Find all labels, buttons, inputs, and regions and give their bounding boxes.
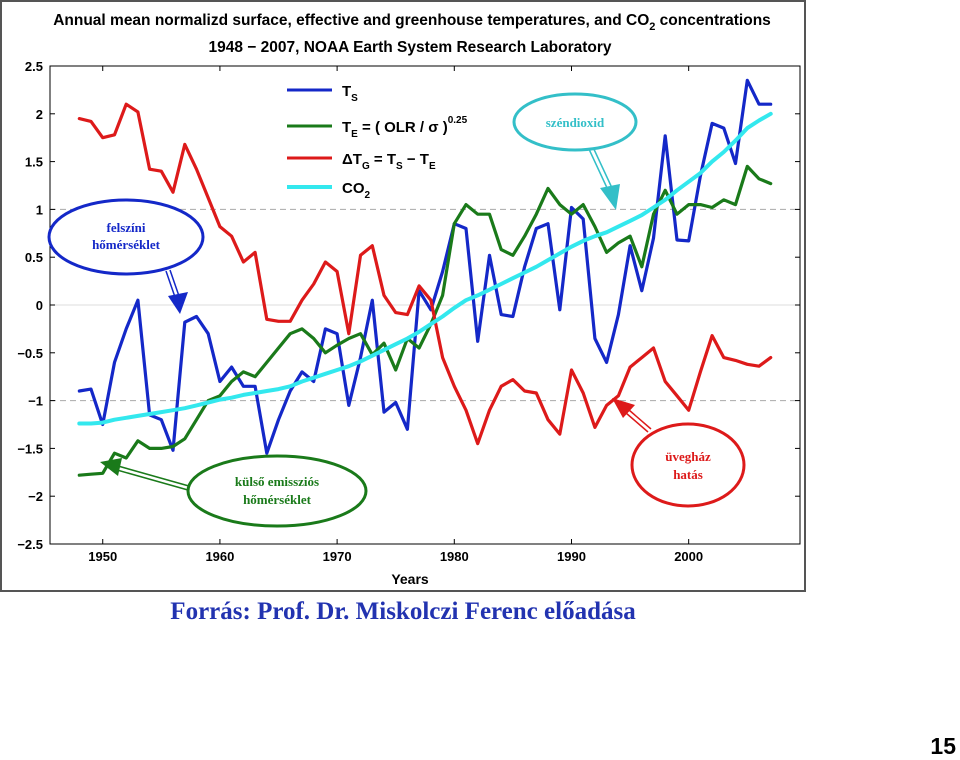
legend-entry-co2: CO2 — [342, 180, 371, 201]
chart-subtitle: 1948 − 2007, NOAA Earth System Research … — [208, 39, 611, 56]
chart-title: Annual mean normalizd surface, effective… — [53, 12, 771, 33]
annotation-ellipse-felszini — [47, 198, 205, 276]
y-tick-label: −1.5 — [17, 441, 43, 456]
y-tick-label: −1 — [28, 394, 43, 409]
arrow-head-kulso — [100, 458, 122, 476]
y-tick-label: −2.5 — [17, 537, 43, 552]
series-line-te — [77, 164, 773, 477]
annotation-kulso-line2: hőmérséklet — [243, 492, 312, 507]
annotation-szendioxid: széndioxid — [512, 92, 638, 210]
arrow-head-uveghaz — [612, 398, 635, 418]
x-tick-label: 1950 — [88, 549, 117, 564]
legend-entry-te: TE = ( OLR / σ )0.25 — [342, 115, 468, 140]
annotation-uveghaz: üvegház hatás — [612, 398, 746, 508]
y-tick-label: 0 — [36, 298, 43, 313]
arrow-head-szendioxid — [600, 184, 620, 210]
y-tick-label: 2 — [36, 107, 43, 122]
annotation-ellipse-kulso — [186, 454, 368, 528]
legend-entry-ts: TS — [342, 83, 358, 104]
annotation-kulso-line1: külső emissziós — [235, 474, 319, 489]
annotation-felszini-line1: felszíni — [107, 220, 146, 235]
x-tick-label: 2000 — [674, 549, 703, 564]
y-tick-label: 0.5 — [25, 250, 43, 265]
annotation-uveghaz-line1: üvegház — [665, 449, 711, 464]
y-tick-label: −0.5 — [17, 346, 43, 361]
x-tick-label: 1990 — [557, 549, 586, 564]
annotation-ellipse-szendioxid — [512, 92, 638, 152]
y-tick-label: −2 — [28, 489, 43, 504]
y-tick-label: 1.5 — [25, 155, 43, 170]
series-line-ts — [77, 78, 773, 455]
legend-entry-tg: ΔTG = TS − TE — [342, 151, 436, 172]
annotation-uveghaz-line2: hatás — [673, 467, 703, 482]
annotation-ellipse-uveghaz — [630, 422, 746, 508]
annotation-felszini-line2: hőmérséklet — [92, 237, 161, 252]
x-tick-label: 1970 — [323, 549, 352, 564]
annotation-kulso: külső emissziós hőmérséklet — [100, 454, 368, 528]
y-tick-label: 1 — [36, 202, 43, 217]
x-tick-label: 1980 — [440, 549, 469, 564]
x-tick-label: 1960 — [205, 549, 234, 564]
page-number: 15 — [930, 733, 956, 759]
arrow-head-felszini — [168, 292, 188, 314]
x-axis-label: Years — [391, 571, 429, 587]
series-line-co2 — [77, 111, 773, 426]
annotation-felszini: felszíni hőmérséklet — [47, 198, 205, 314]
annotation-szendioxid-line1: széndioxid — [546, 115, 605, 130]
series-line-tg — [77, 102, 773, 446]
y-tick-label: 2.5 — [25, 59, 43, 74]
legend: TS TE = ( OLR / σ )0.25 ΔTG = TS − TE CO… — [287, 83, 468, 201]
source-caption: Forrás: Prof. Dr. Miskolczi Ferenc előad… — [170, 598, 636, 625]
